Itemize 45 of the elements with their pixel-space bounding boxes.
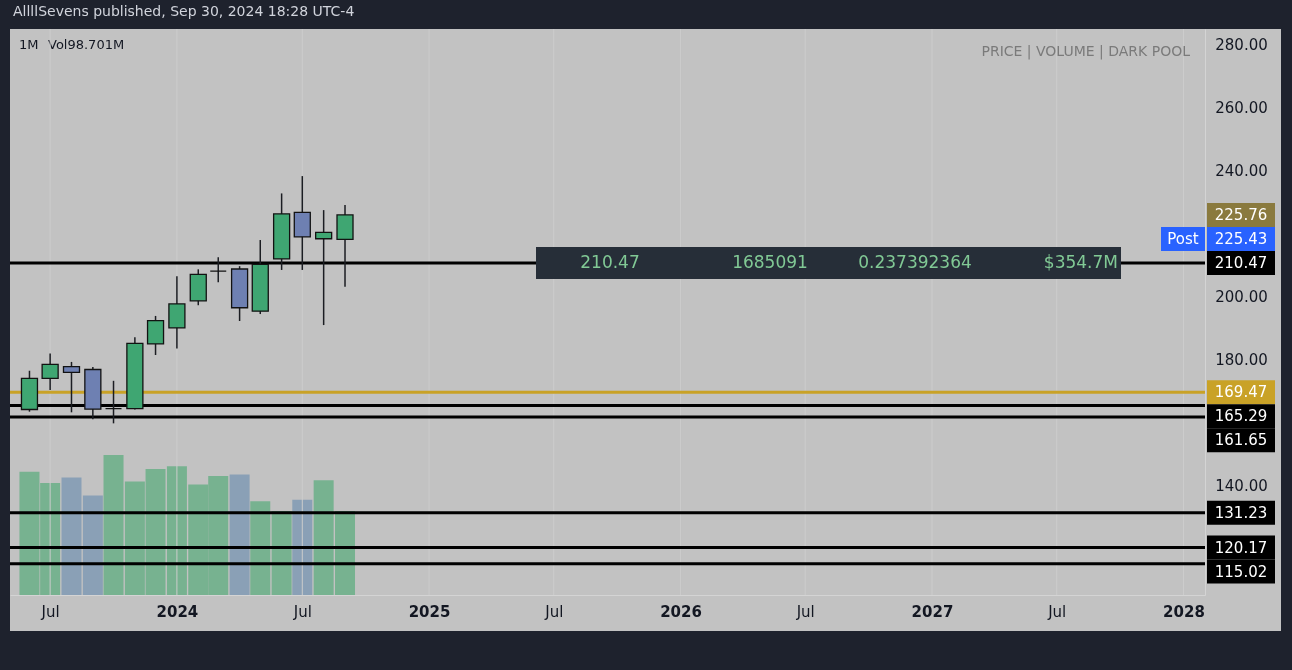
x-tick-label: 2028 — [1163, 602, 1205, 621]
y-tick-label: 240.00 — [1215, 161, 1268, 180]
y-tick-label: 140.00 — [1215, 476, 1268, 495]
x-tick-label: 2024 — [156, 602, 199, 621]
bar — [229, 474, 250, 595]
x-tick-label: 2025 — [408, 602, 451, 621]
ref-line-label: 169.47 — [1214, 383, 1268, 402]
candlestick — [41, 352, 59, 391]
annotation: PRICE | VOLUME | DARK POOL — [981, 43, 1191, 60]
annotation: 210.47 — [580, 252, 640, 273]
text: 225.76 — [1214, 205, 1268, 224]
x-tick-label: Jul — [1047, 602, 1067, 621]
x-tick-label: Jul — [544, 602, 564, 621]
y-tick-label: 200.00 — [1215, 287, 1268, 306]
candlestick — [62, 361, 81, 414]
bar — [250, 501, 271, 595]
annotation: 1685091 — [732, 252, 808, 273]
bar — [82, 495, 103, 595]
candlestick — [146, 315, 165, 356]
text: 225.43 — [1214, 229, 1268, 248]
annotation: $354.7M — [1043, 252, 1118, 273]
x-tick-label: 2026 — [660, 602, 702, 621]
y-tick-label: 280.00 — [1215, 35, 1268, 54]
ref-line-label: 115.02 — [1214, 562, 1268, 581]
ref-line-label: 120.17 — [1214, 538, 1268, 557]
text: 1M — [19, 37, 39, 52]
annotation: Post — [1167, 229, 1199, 248]
ref-line-label: 165.29 — [1214, 407, 1268, 426]
candlestick — [104, 380, 123, 425]
bar — [61, 477, 82, 595]
legend-label: 161.65 — [1214, 431, 1268, 450]
x-tick-label: Jul — [795, 602, 815, 621]
annotation: 0.237392364 — [858, 252, 972, 273]
x-tick-label: Jul — [292, 602, 312, 621]
chart-title: Vol98.701M — [48, 37, 125, 52]
candlestick — [168, 275, 186, 350]
y-tick-label: 180.00 — [1215, 350, 1268, 369]
candlestick — [315, 209, 333, 326]
x-tick-label: Jul — [40, 602, 60, 621]
text: AllllSevens published, Sep 30, 2024 18:28 UTC-4 — [13, 3, 355, 19]
y-tick-label: 260.00 — [1215, 98, 1268, 117]
ref-line-label: 131.23 — [1214, 503, 1268, 522]
x-tick-label: 2027 — [911, 602, 954, 621]
ref-line-label: 210.47 — [1214, 254, 1268, 273]
candlestick — [209, 256, 227, 283]
